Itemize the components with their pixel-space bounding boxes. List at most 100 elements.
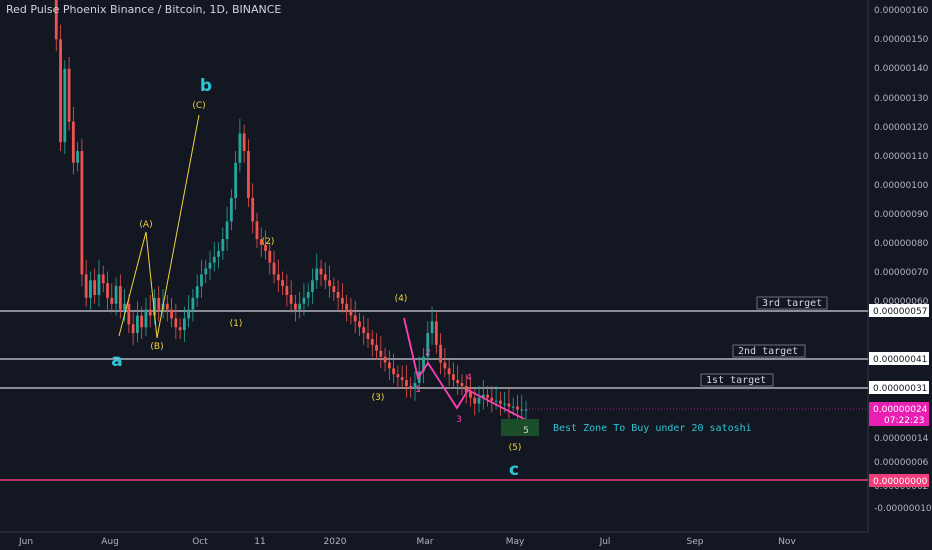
level-price-text: 0.00000057 (873, 307, 927, 317)
wave-label: (A) (139, 220, 152, 230)
candle-body (387, 362, 391, 369)
candle-body (409, 386, 413, 389)
countdown-text: 07:22:23 (884, 416, 924, 426)
candle-body (336, 292, 340, 298)
wave-label-major: c (509, 460, 519, 480)
x-tick-label: 2020 (324, 537, 347, 547)
level-price-tag (869, 352, 929, 365)
candle-body (110, 297, 114, 304)
candle-body (289, 294, 293, 304)
candle-body (452, 374, 455, 381)
candle-body (430, 321, 434, 334)
wave-label: (B) (150, 342, 163, 352)
x-tick-label: Oct (192, 537, 208, 547)
candle-body (187, 309, 191, 319)
candle-body (204, 268, 208, 275)
target-label-box (732, 344, 806, 358)
candle-body (443, 362, 447, 369)
candle-body (486, 394, 489, 398)
candle-body (251, 198, 255, 222)
candles (54, 0, 528, 422)
candle-body (370, 339, 374, 345)
wave-label: 4 (466, 373, 472, 383)
last-price-tag (869, 402, 929, 426)
candle-body (101, 274, 105, 284)
x-tick-label: May (506, 537, 525, 547)
candle-body (144, 309, 148, 328)
wave-label: (2) (262, 237, 275, 247)
candle-body (498, 400, 502, 404)
x-tick-label: 11 (254, 537, 265, 547)
y-tick-label: 0.00000006 (874, 458, 929, 468)
y-tick-label: 0.00000090 (874, 210, 929, 220)
candle-body (460, 383, 464, 386)
target-label-box (756, 296, 828, 310)
candle-body (294, 303, 297, 310)
candle-body (439, 344, 442, 363)
candle-body (520, 409, 524, 411)
candle-body (165, 303, 169, 310)
candle-body (54, 0, 58, 40)
candle-body (238, 133, 242, 163)
candle-body (259, 239, 263, 245)
candle-body (353, 315, 357, 322)
target-label-box (700, 373, 774, 387)
candle-body (379, 350, 383, 357)
buy-zone-box (501, 419, 539, 436)
candle-body (358, 321, 361, 328)
candle-body (302, 297, 306, 304)
candle-body (447, 368, 451, 375)
candle-body (306, 292, 310, 298)
candle-body (182, 318, 186, 331)
candle-body (507, 403, 511, 407)
candle-body (332, 286, 336, 292)
x-tick-label: Aug (101, 537, 119, 547)
candle-body (285, 286, 289, 295)
candle-body (396, 374, 400, 378)
zero-price-text: 0.00000000 (873, 477, 928, 487)
candle-body (481, 394, 485, 398)
candle-body (477, 397, 481, 404)
candle-body (516, 406, 519, 410)
buy-zone-note: Best Zone To Buy under 20 satoshi (553, 423, 752, 434)
wave-label: (C) (192, 101, 205, 111)
candle-body (212, 256, 216, 263)
y-tick-label: 0.00000100 (874, 181, 929, 191)
candle-body (195, 286, 199, 298)
wave-label-major: b (200, 76, 212, 96)
x-tick-label: Nov (778, 537, 796, 547)
candle-body (84, 274, 88, 298)
y-tick-label: 0.00000014 (874, 434, 929, 444)
x-tick-label: Jun (18, 537, 33, 547)
candle-body (340, 297, 344, 304)
candle-body (71, 121, 75, 163)
candle-body (67, 68, 71, 122)
x-tick-label: Jul (599, 537, 611, 547)
candle-body (362, 327, 366, 334)
y-tick-label: 0.00000130 (874, 94, 929, 104)
target-label: 1st target (706, 375, 766, 386)
wave-label: 3 (456, 415, 462, 425)
candle-body (123, 303, 126, 310)
wave-label: (1) (230, 319, 243, 329)
candle-body (114, 286, 118, 304)
target-label: 2nd target (738, 346, 798, 357)
y-tick-label: 0.00000120 (874, 123, 929, 133)
x-tick-label: Mar (417, 537, 434, 547)
y-tick-label: 0.00000110 (874, 152, 929, 162)
candle-body (247, 151, 250, 198)
candle-body (106, 283, 109, 298)
last-price-text: 0.00000024 (873, 405, 928, 415)
candle-body (59, 39, 62, 143)
candle-body (511, 406, 515, 408)
candle-body (131, 324, 135, 334)
zero-price-tag (869, 474, 929, 487)
y-tick-label: 0.00000070 (874, 268, 929, 278)
level-price-tag (869, 304, 929, 317)
price-axis[interactable] (868, 0, 932, 550)
candle-body (375, 344, 378, 351)
wave-label: 1 (415, 385, 421, 395)
candle-body (490, 397, 494, 401)
candle-body (140, 315, 144, 328)
